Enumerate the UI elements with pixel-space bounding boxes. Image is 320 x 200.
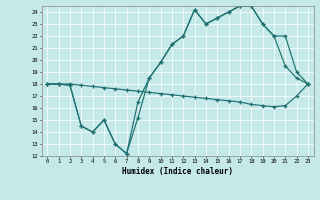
X-axis label: Humidex (Indice chaleur): Humidex (Indice chaleur) <box>122 167 233 176</box>
